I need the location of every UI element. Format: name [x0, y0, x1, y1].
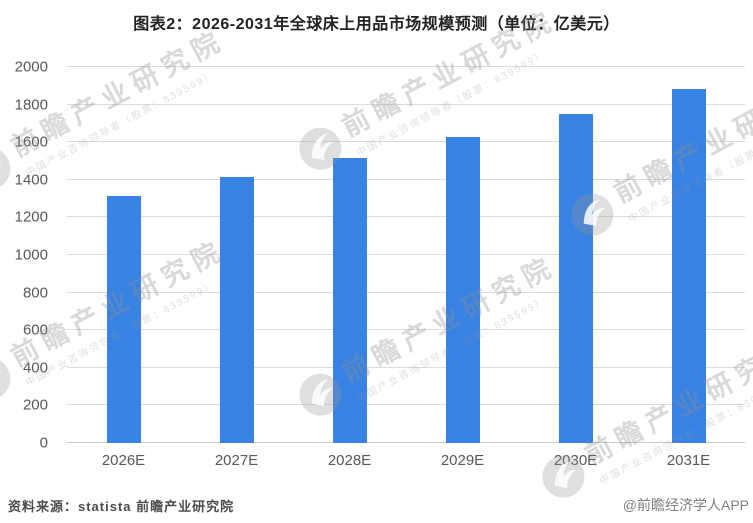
y-axis-tick-label: 400 — [22, 359, 48, 377]
bar-cell — [293, 67, 406, 443]
bar-2031e — [671, 89, 706, 443]
x-axis: 2026E 2027E 2028E 2029E 2030E 2031E — [67, 452, 745, 469]
x-axis-tick-label: 2029E — [440, 452, 485, 469]
x-axis-line — [67, 442, 745, 443]
x-axis-tick-label: 2027E — [214, 452, 259, 469]
bar-2026e — [106, 196, 141, 443]
y-axis-tick-label: 1200 — [14, 208, 48, 226]
y-axis-tick-label: 1000 — [14, 246, 48, 264]
bar-2028e — [332, 158, 367, 443]
gridline — [67, 366, 745, 368]
gridline — [67, 254, 745, 255]
y-axis-tick-label: 800 — [22, 284, 48, 302]
gridline — [67, 291, 745, 293]
bar-2029e — [445, 136, 480, 443]
y-axis-tick-label: 2000 — [14, 58, 48, 76]
source-note: 资料来源：statista 前瞻产业研究院 — [8, 499, 235, 514]
gridline — [67, 178, 745, 180]
x-axis-tick-label: 2026E — [101, 452, 146, 469]
y-axis-tick-label: 1400 — [14, 171, 48, 189]
bar-cell — [67, 67, 180, 443]
gridline — [67, 404, 745, 406]
y-axis: 0 200 400 600 800 1000 1200 1400 1600 1800 2000 — [0, 60, 48, 451]
credit-note: @前瞻经济学人APP — [622, 497, 749, 513]
gridline — [67, 66, 745, 67]
y-axis-tick-label: 600 — [22, 321, 48, 339]
x-axis-tick-label: 2031E — [666, 452, 711, 469]
gridline — [67, 329, 745, 331]
bar-series — [67, 67, 745, 443]
bar-2027e — [219, 177, 254, 443]
bar-cell — [180, 67, 293, 443]
bar-2030e — [558, 114, 593, 443]
y-axis-tick-label: 1800 — [14, 96, 48, 114]
bar-cell — [632, 67, 745, 443]
x-axis-tick-label: 2028E — [327, 452, 372, 469]
chart-title: 图表2：2026-2031年全球床上用品市场规模预测（单位：亿美元） — [133, 16, 620, 33]
gridline — [67, 216, 745, 218]
y-axis-tick-label: 200 — [22, 396, 48, 414]
gridline — [67, 141, 745, 143]
y-axis-tick-label: 0 — [39, 434, 48, 452]
y-axis-tick-label: 1600 — [14, 133, 48, 151]
bar-cell — [519, 67, 632, 443]
gridline — [67, 103, 745, 105]
x-axis-tick-label: 2030E — [553, 452, 598, 469]
plot-area — [67, 66, 745, 443]
bar-cell — [406, 67, 519, 443]
